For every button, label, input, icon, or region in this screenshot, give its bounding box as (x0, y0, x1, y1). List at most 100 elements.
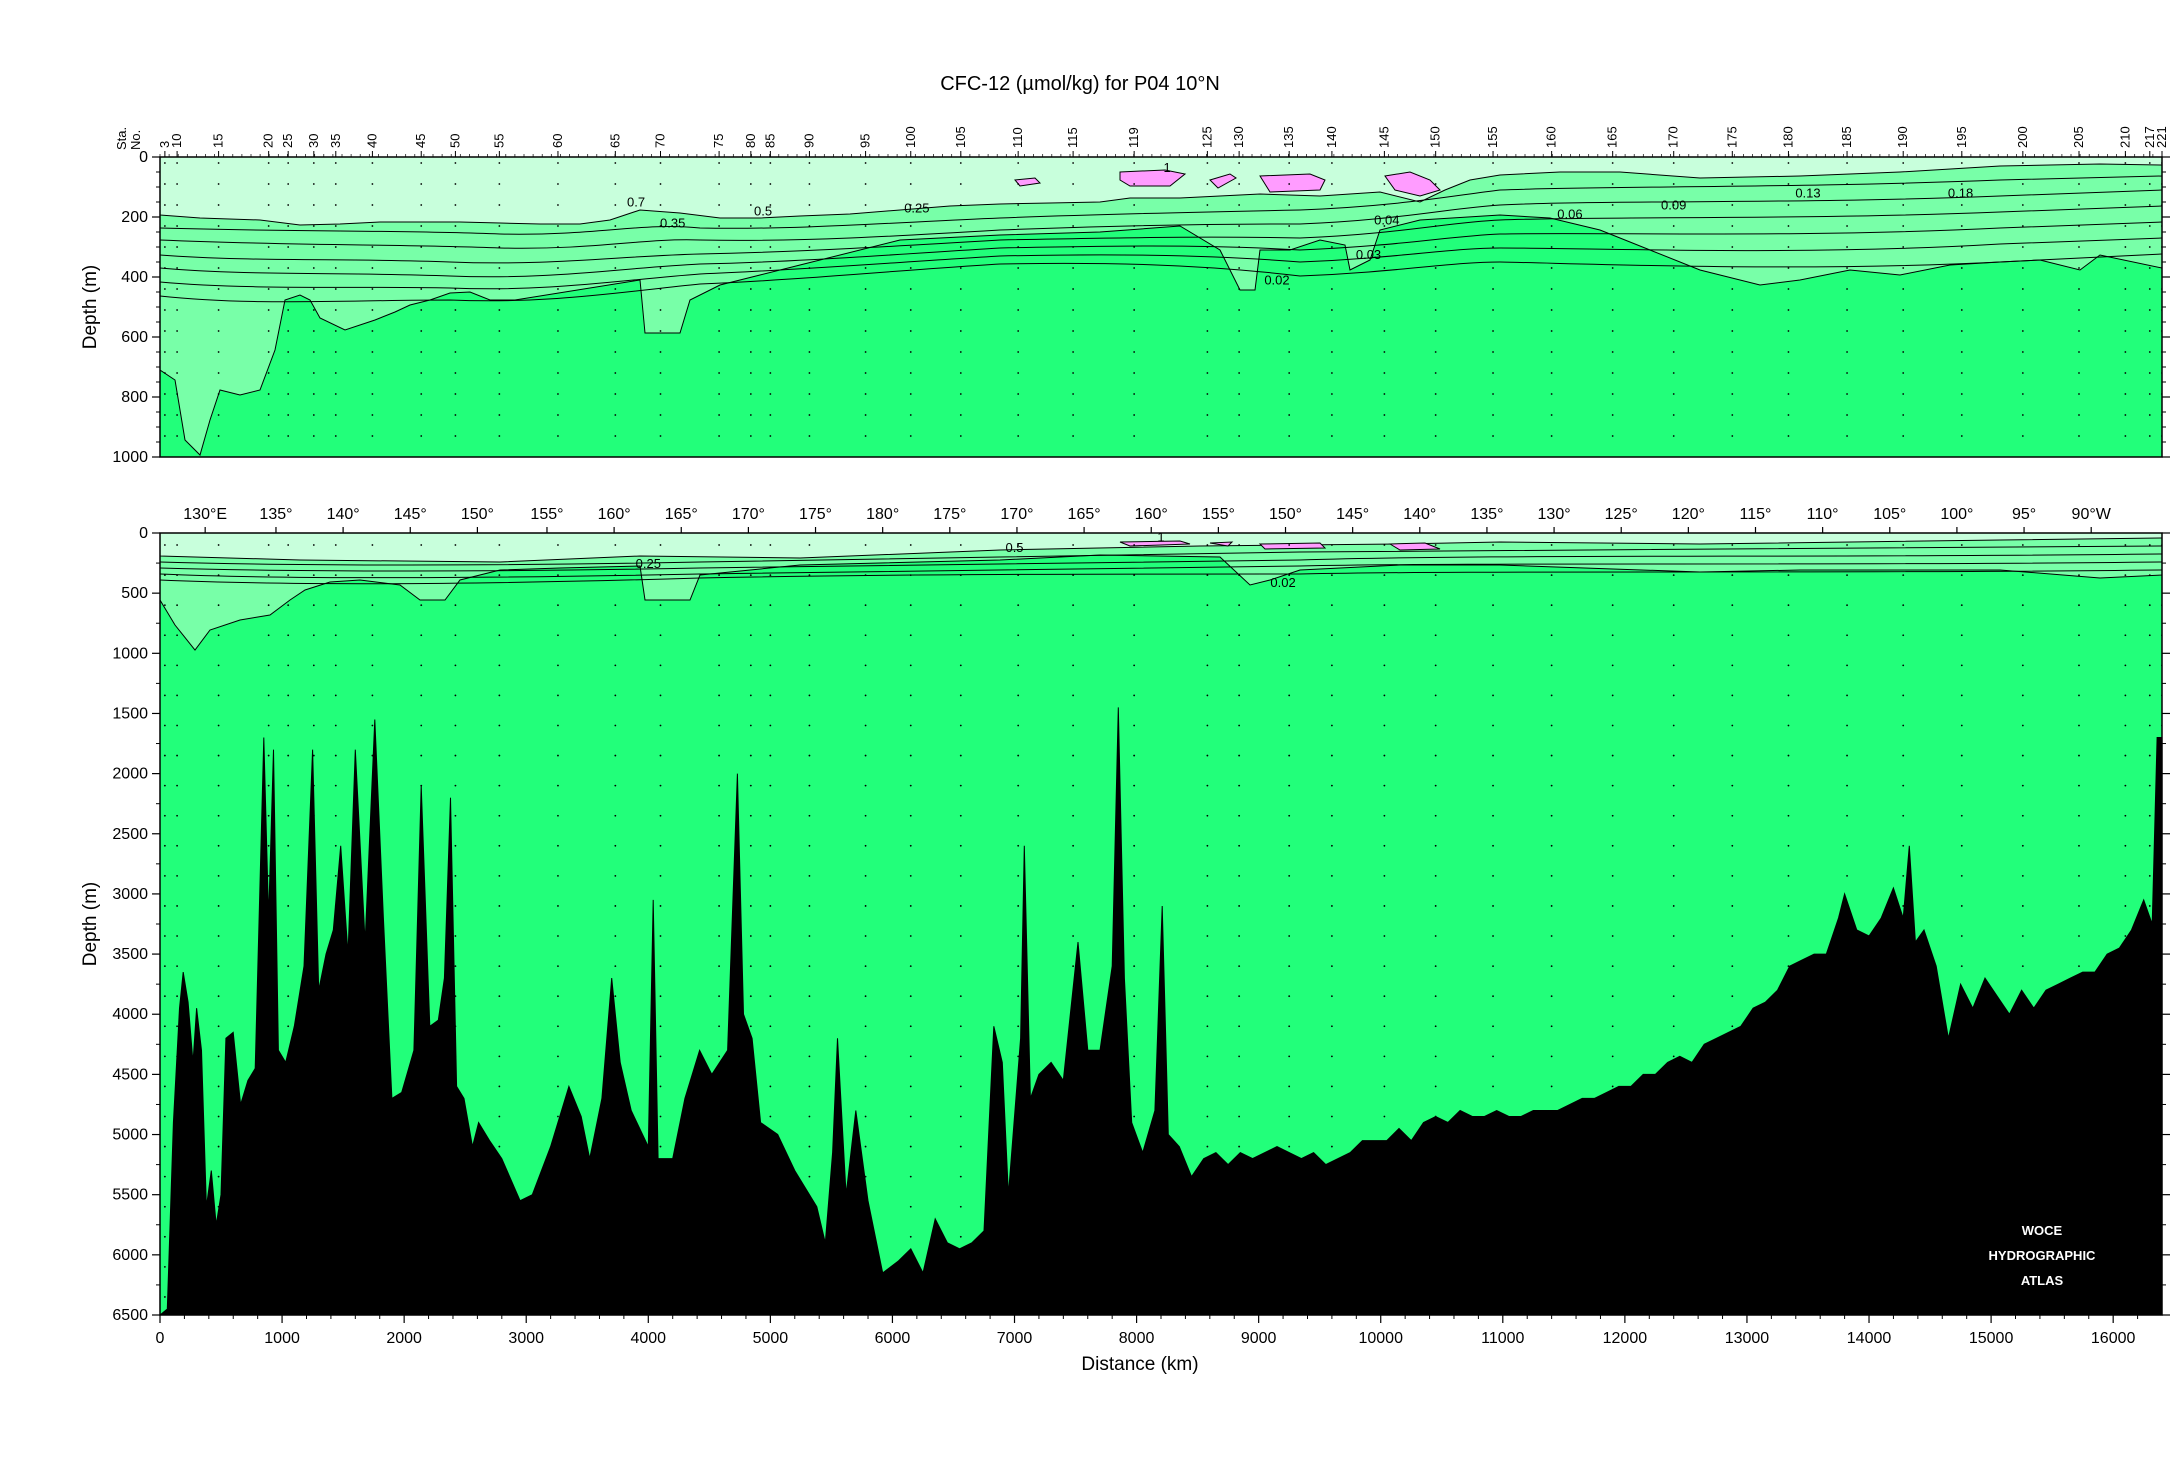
sample-dot (2021, 874, 2024, 877)
sample-dot (614, 183, 617, 185)
sample-dot (1902, 724, 1905, 727)
lower-y-tick-label: 5500 (112, 1187, 148, 1204)
sample-dot (959, 664, 962, 667)
sample-dot (2021, 634, 2024, 637)
sample-dot (1731, 204, 1734, 206)
sample-dot (1846, 814, 1848, 817)
sample-dot (909, 393, 912, 395)
sample-dot (1331, 634, 1333, 637)
sample-dot (217, 1145, 220, 1148)
sample-dot (163, 965, 166, 968)
sample-dot (614, 544, 617, 546)
sample-dot (163, 1115, 166, 1118)
sample-dot (1072, 246, 1075, 248)
sample-dot (959, 1175, 962, 1178)
sample-dot (1550, 414, 1553, 416)
sample-dot (163, 874, 166, 877)
contour-label: 0.04 (1374, 213, 1399, 228)
sample-dot (1960, 204, 1963, 206)
sample-dot (2148, 844, 2151, 847)
sample-dot (1072, 694, 1075, 697)
sample-dot (420, 183, 423, 185)
sample-dot (2124, 225, 2127, 227)
sample-dot (959, 814, 962, 817)
sample-dot (454, 694, 457, 697)
sample-dot (1017, 995, 1020, 998)
longitude-label: 155° (530, 506, 563, 523)
sample-dot (371, 435, 374, 437)
sample-dot (909, 162, 912, 164)
sample-dot (163, 905, 166, 907)
sample-dot (1550, 162, 1553, 164)
sample-dot (312, 414, 315, 416)
sample-dot (1238, 995, 1241, 998)
sample-dot (557, 905, 559, 907)
sample-dot (1288, 814, 1291, 817)
sample-dot (498, 874, 501, 877)
sample-dot (749, 351, 752, 353)
sample-dot (334, 372, 337, 374)
sample-dot (420, 414, 423, 416)
sample-dot (1550, 183, 1553, 185)
sample-dot (312, 634, 315, 637)
sample-dot (1434, 288, 1437, 290)
sample-dot (1017, 414, 1020, 416)
sample-dot (371, 204, 374, 206)
sample-dot (718, 784, 720, 787)
sample-dot (267, 604, 270, 607)
sample-dot (1288, 330, 1291, 332)
station-number: 155 (1485, 126, 1500, 148)
sample-dot (1238, 1115, 1241, 1118)
sample-dot (718, 414, 720, 416)
sample-dot (2021, 393, 2024, 395)
sample-dot (267, 225, 270, 227)
upper-y-label: Depth (m) (80, 265, 101, 349)
sample-dot (2148, 544, 2151, 546)
sample-dot (1383, 351, 1386, 353)
sample-dot (1672, 1055, 1675, 1058)
sample-dot (1960, 267, 1963, 269)
sample-dot (1238, 288, 1241, 290)
sample-dot (163, 1085, 166, 1088)
sample-dot (769, 574, 772, 577)
sample-dot (959, 372, 962, 374)
sample-dot (1434, 393, 1437, 395)
sample-dot (1550, 844, 1553, 847)
sample-dot (2124, 246, 2127, 248)
sample-dot (498, 754, 501, 757)
sample-dot (1288, 844, 1291, 847)
sample-dot (267, 393, 270, 395)
sample-dot (1434, 604, 1437, 607)
sample-dot (287, 330, 290, 332)
sample-dot (454, 844, 457, 847)
sample-dot (1133, 754, 1136, 757)
sample-dot (1492, 393, 1494, 395)
sample-dot (217, 604, 220, 607)
sample-dot (614, 372, 617, 374)
lower-y-tick-label: 1000 (112, 645, 148, 662)
lower-y-axis: 0500100015002000250030003500400045005000… (112, 525, 2170, 1324)
sample-dot (498, 309, 501, 311)
sample-dot (808, 604, 811, 607)
sample-dot (864, 874, 867, 877)
sample-dot (1902, 225, 1905, 227)
sample-dot (267, 351, 270, 353)
sample-dot (1611, 414, 1614, 416)
sample-dot (1288, 204, 1291, 206)
sample-dot (864, 664, 867, 667)
sample-dot (371, 288, 374, 290)
sample-dot (2078, 874, 2080, 877)
sample-dot (334, 246, 337, 248)
sample-dot (2124, 784, 2127, 787)
sample-dot (659, 435, 662, 437)
sample-dot (1133, 414, 1136, 416)
station-number: 65 (607, 134, 622, 148)
sample-dot (163, 754, 166, 757)
sample-dot (163, 288, 166, 290)
sample-dot (808, 1025, 811, 1028)
sample-dot (1960, 754, 1963, 757)
sample-dot (1902, 204, 1905, 206)
sample-dot (1611, 435, 1614, 437)
sample-dot (1133, 995, 1136, 998)
sample-dot (1611, 162, 1614, 164)
